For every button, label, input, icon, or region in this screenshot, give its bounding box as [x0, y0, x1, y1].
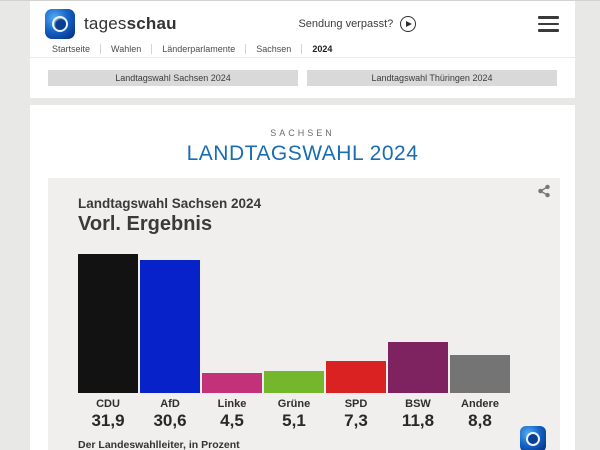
play-icon[interactable] [400, 16, 417, 32]
bar-area [450, 254, 510, 393]
bar-column-spd: SPD 7,3 [326, 254, 386, 431]
bar-andere [450, 355, 510, 393]
bar-value-andere: 8,8 [468, 411, 492, 430]
bar-value-bsw: 11,8 [401, 411, 435, 430]
page: tagesschau Sendung verpasst? Startseite W… [30, 1, 575, 450]
bar-bsw [388, 342, 448, 393]
bar-column-cdu: CDU 31,9 [78, 254, 138, 431]
breadcrumb-separator [100, 44, 102, 54]
breadcrumb-item-wahlen[interactable]: Wahlen [111, 44, 142, 54]
bar-label-bsw: BSW [405, 398, 431, 410]
page-title: LANDTAGSWAHL 2024 [186, 142, 419, 165]
bar-column-grüne: Grüne 5,1 [264, 254, 324, 431]
nav-button-landtagswahl-sachsen-2024[interactable]: Landtagswahl Sachsen 2024 [48, 70, 298, 86]
tagesschau-globe-icon [45, 9, 75, 39]
breadcrumb-separator [245, 44, 247, 54]
brand-wordmark: tagesschau [84, 14, 177, 34]
bar-linke [202, 373, 262, 393]
bar-area [264, 254, 324, 393]
menu-icon[interactable] [538, 14, 559, 34]
bar-label-linke: Linke [217, 398, 247, 410]
brand-wordmark-regular: tages [84, 14, 127, 33]
bar-grüne [264, 371, 324, 393]
result-chart-card: Landtagswahl Sachsen 2024 Vorl. Ergebnis… [48, 178, 560, 450]
bar-label-spd: SPD [344, 398, 368, 410]
share-icon[interactable] [537, 184, 551, 203]
bar-column-afd: AfD 30,6 [140, 254, 200, 431]
breadcrumb-item-sachsen[interactable]: Sachsen [256, 44, 292, 54]
bar-area [388, 254, 448, 393]
main-content: SACHSEN LANDTAGSWAHL 2024 Landtagswahl S… [30, 105, 575, 450]
bar-column-bsw: BSW 11,8 [388, 254, 448, 431]
bar-area [140, 254, 200, 393]
election-nav: Landtagswahl Sachsen 2024 Landtagswahl Th… [30, 58, 575, 86]
bars-row: CDU 31,9 AfD 30,6 Linke 4,5 Grüne 5,1 SPD 7,3 BSW 1… [78, 254, 510, 431]
chart-title: Landtagswahl Sachsen 2024 [78, 196, 262, 211]
bar-spd [326, 361, 386, 393]
breadcrumb-item-startseite[interactable]: Startseite [52, 44, 91, 54]
breadcrumb: Startseite Wahlen Länderparlamente Sachsen 2… [30, 41, 575, 58]
bar-column-linke: Linke 4,5 [202, 254, 262, 431]
bar-area [202, 254, 262, 393]
bar-area [326, 254, 386, 393]
breadcrumb-separator [151, 44, 153, 54]
bar-value-linke: 4,5 [220, 411, 244, 430]
tagesschau-logo-link[interactable]: tagesschau [45, 9, 177, 39]
chart-subtitle: Vorl. Ergebnis [78, 213, 213, 235]
bar-value-cdu: 31,9 [91, 411, 125, 430]
sendung-verpasst-link[interactable]: Sendung verpasst? [298, 16, 417, 32]
sendung-verpasst-label: Sendung verpasst? [298, 18, 394, 30]
bar-label-andere: Andere [461, 398, 499, 410]
bar-value-grüne: 5,1 [282, 411, 306, 430]
bar-cdu [78, 254, 138, 393]
kicker-label: SACHSEN [270, 128, 335, 138]
breadcrumb-item-länderparlamente[interactable]: Länderparlamente [162, 44, 236, 54]
bar-area [78, 254, 138, 393]
chart-source: Der Landeswahlleiter, in Prozent [78, 439, 240, 450]
bar-value-afd: 30,6 [153, 411, 187, 430]
tagesschau-watermark-icon [520, 426, 546, 450]
breadcrumb-item-2024[interactable]: 2024 [312, 44, 333, 54]
site-header: tagesschau Sendung verpasst? Startseite W… [30, 1, 575, 98]
breadcrumb-separator [301, 44, 303, 54]
brand-row: tagesschau Sendung verpasst? [30, 1, 575, 41]
bar-column-andere: Andere 8,8 [450, 254, 510, 431]
bar-afd [140, 260, 200, 393]
brand-wordmark-bold: schau [126, 14, 177, 33]
nav-button-landtagswahl-thüringen-2024[interactable]: Landtagswahl Thüringen 2024 [307, 70, 557, 86]
bar-label-afd: AfD [160, 398, 180, 410]
bar-label-cdu: CDU [96, 398, 120, 410]
bar-value-spd: 7,3 [344, 411, 368, 430]
bar-label-grüne: Grüne [277, 398, 311, 410]
